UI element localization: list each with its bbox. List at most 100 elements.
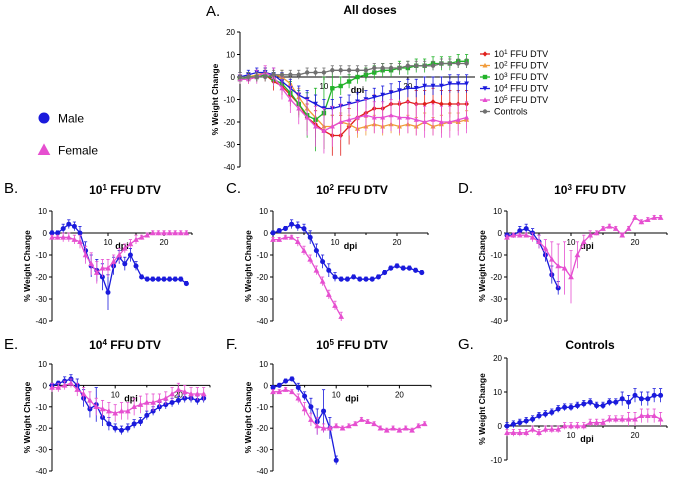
data-point — [464, 81, 470, 87]
sex-legend-label: Male — [58, 112, 84, 126]
data-point — [338, 276, 344, 282]
panel-letter: G. — [458, 336, 474, 353]
y-tick-label: 0 — [43, 381, 48, 390]
data-point — [409, 427, 415, 433]
series-105 — [237, 65, 470, 154]
data-point — [574, 423, 581, 429]
data-point — [287, 96, 293, 102]
data-point — [88, 260, 95, 267]
data-point — [651, 214, 658, 220]
data-point — [167, 276, 173, 282]
data-point — [338, 83, 343, 89]
data-point — [587, 419, 594, 425]
x-tick-label: 20 — [631, 431, 640, 440]
data-point — [529, 234, 536, 240]
data-point — [447, 61, 453, 66]
chart-g: G. Controls 20 10 0 -10 % Weight Change 10 20 dpi — [458, 336, 668, 465]
data-point — [74, 386, 81, 392]
data-point — [346, 68, 352, 73]
data-point — [338, 313, 345, 319]
data-point — [68, 380, 74, 386]
y-tick-label: 10 — [226, 51, 235, 60]
legend-swatch-marker — [482, 97, 488, 102]
data-point — [346, 79, 352, 84]
data-point — [276, 228, 282, 234]
data-point — [295, 223, 301, 229]
data-point — [504, 234, 510, 240]
chart-title: 102 FFU DTV — [316, 183, 388, 198]
data-point — [516, 429, 523, 436]
title-prefix: 10 — [89, 183, 103, 197]
data-point — [406, 265, 412, 271]
series-female — [504, 214, 664, 304]
data-point — [354, 114, 361, 120]
data-point — [369, 276, 375, 282]
data-point — [510, 421, 516, 427]
data-point — [632, 214, 638, 220]
data-point — [613, 399, 619, 405]
data-point — [276, 236, 283, 242]
data-point — [105, 265, 111, 271]
data-point — [296, 72, 301, 77]
data-point — [262, 74, 268, 80]
y-tick-label: 0 — [264, 229, 269, 238]
legend-prefix: 10 — [494, 95, 504, 105]
data-point — [200, 390, 207, 397]
data-point — [127, 252, 133, 258]
data-point — [166, 230, 173, 236]
data-point — [161, 230, 167, 236]
y-axis-label: % Weight Change — [243, 381, 253, 453]
data-point — [139, 274, 145, 280]
sex-legend: Male Female — [37, 112, 98, 158]
y-axis-label: % Weight Change — [22, 230, 32, 302]
legend-text: FFU DTV — [508, 95, 549, 105]
x-tick-label: 20 — [395, 390, 404, 399]
data-point — [355, 74, 360, 80]
y-tick-label: 0 — [231, 73, 236, 82]
data-point — [143, 399, 150, 405]
data-point — [561, 265, 568, 271]
legend-text: FFU DTV — [508, 61, 549, 71]
data-point — [456, 61, 461, 66]
data-point — [638, 219, 645, 225]
data-point — [125, 425, 131, 431]
data-point — [333, 457, 339, 463]
series-line — [273, 236, 342, 317]
y-tick-label: 10 — [38, 360, 47, 369]
y-tick-label: 20 — [226, 28, 235, 37]
data-point — [657, 214, 664, 220]
data-point — [375, 274, 381, 280]
y-tick-label: -30 — [35, 446, 47, 455]
data-point — [638, 412, 645, 419]
y-tick-label: -40 — [35, 317, 47, 326]
data-point — [321, 70, 327, 75]
data-point — [93, 403, 100, 410]
data-point — [372, 65, 377, 71]
data-point — [517, 420, 523, 426]
x-axis-label: dpi — [124, 393, 138, 403]
data-point — [371, 95, 377, 100]
data-point — [587, 232, 594, 238]
chart-title: 103 FFU DTV — [554, 183, 626, 198]
data-point — [421, 420, 428, 427]
x-tick-label: 20 — [160, 238, 169, 247]
data-point — [600, 225, 606, 231]
data-point — [296, 105, 302, 111]
data-point — [60, 234, 67, 240]
data-point — [400, 265, 406, 271]
data-point — [172, 276, 178, 282]
data-point — [254, 74, 259, 80]
y-tick-label: -20 — [256, 273, 268, 282]
data-point — [313, 101, 318, 107]
y-axis-label: % Weight Change — [210, 63, 220, 135]
data-point — [397, 65, 402, 71]
data-point — [455, 81, 461, 87]
data-point — [289, 388, 295, 395]
data-point — [363, 68, 369, 73]
data-point — [523, 429, 530, 436]
y-tick-label: -40 — [35, 467, 47, 476]
legend-swatch-marker — [482, 109, 488, 114]
panel-letter: F. — [226, 336, 238, 353]
